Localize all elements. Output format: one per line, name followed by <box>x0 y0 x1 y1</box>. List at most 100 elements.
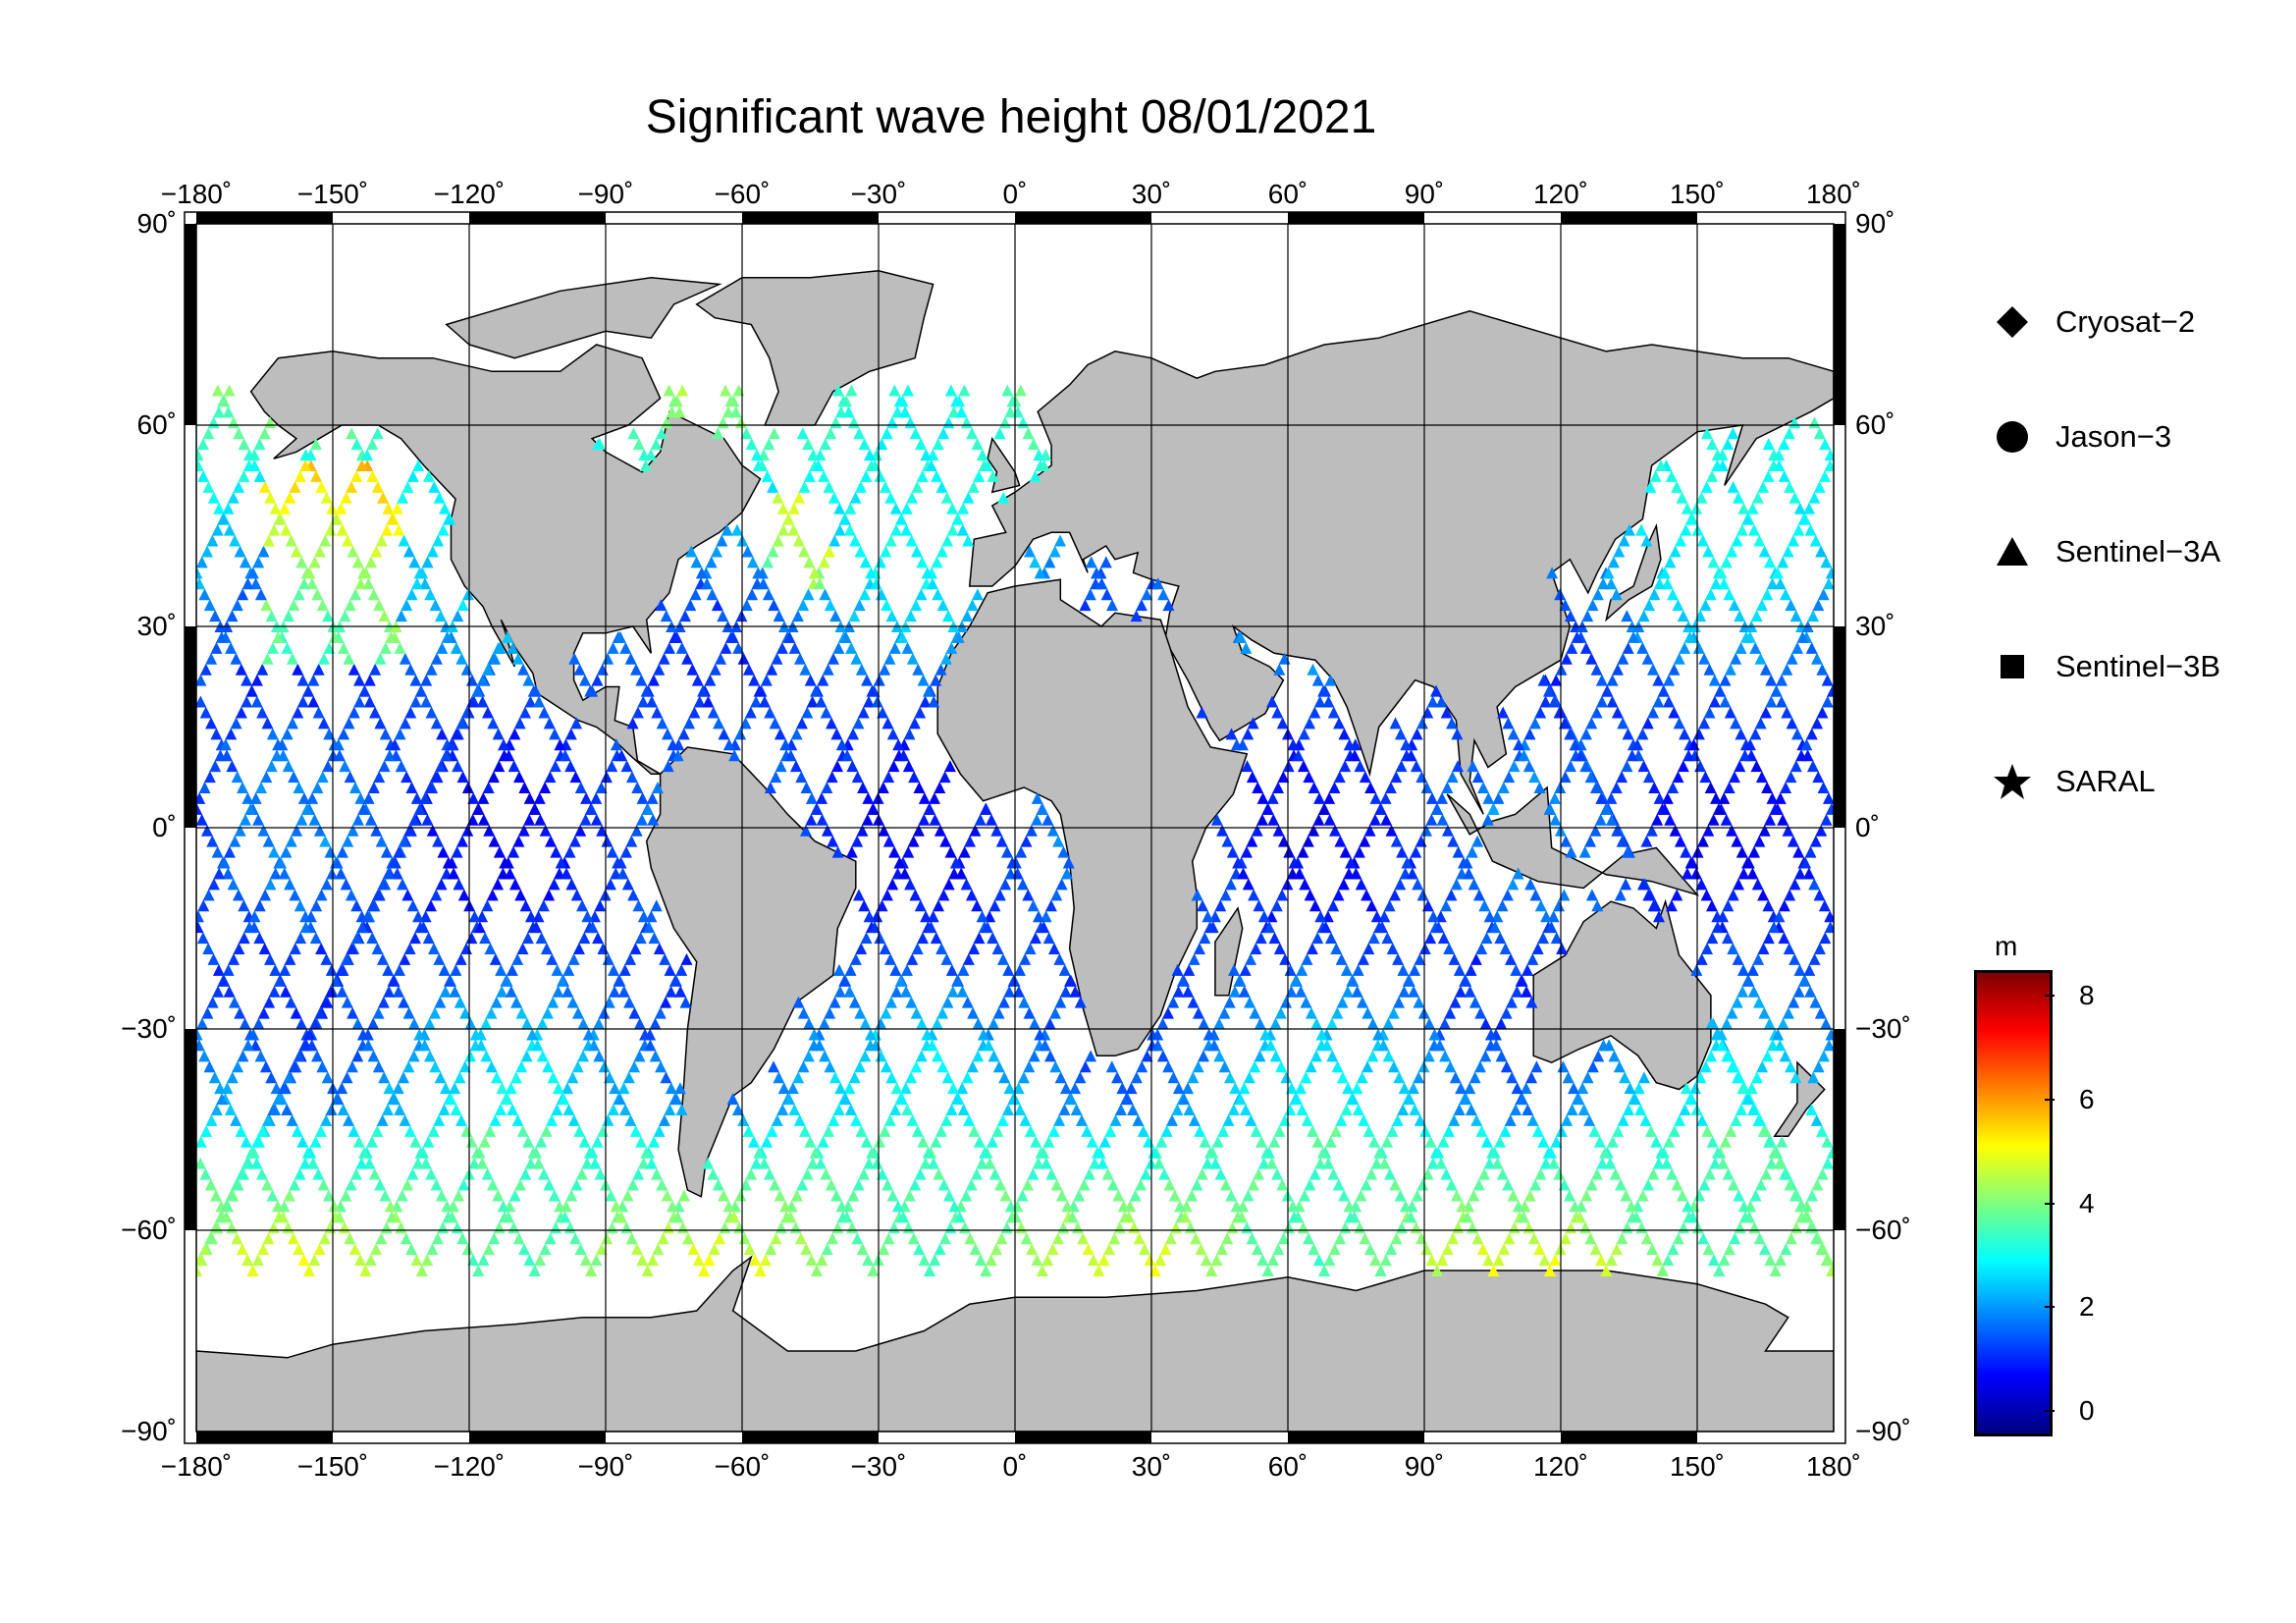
track-point <box>930 1135 942 1148</box>
track-point <box>1046 1243 1059 1256</box>
track-point <box>850 652 863 665</box>
track-point <box>1736 1082 1749 1095</box>
track-point <box>637 695 650 708</box>
track-point <box>315 943 328 954</box>
track-point <box>757 577 770 590</box>
track-point <box>529 802 542 815</box>
track-point <box>624 952 637 965</box>
track-point <box>815 1157 828 1169</box>
track-point <box>450 1104 462 1115</box>
track-point <box>1347 1093 1360 1106</box>
track-point <box>976 910 988 923</box>
track-point <box>858 1167 871 1180</box>
track-point <box>794 652 807 665</box>
track-point <box>1647 663 1660 676</box>
track-point <box>1233 974 1246 987</box>
track-point <box>849 491 862 504</box>
track-point <box>686 663 699 676</box>
track-point <box>352 1135 365 1148</box>
track-point <box>1074 1071 1087 1084</box>
track-point <box>671 1211 684 1223</box>
track-point <box>343 652 355 665</box>
track-point <box>289 1178 301 1191</box>
track-point <box>1259 1028 1272 1041</box>
track-point <box>233 427 245 440</box>
track-point <box>1174 1200 1187 1213</box>
track-point <box>648 1135 661 1148</box>
track-point <box>196 791 206 804</box>
track-point <box>866 684 879 697</box>
track-point <box>1271 782 1284 793</box>
track-point <box>845 845 858 858</box>
track-point <box>322 610 335 622</box>
track-point <box>1046 824 1059 837</box>
track-point <box>481 899 494 912</box>
track-point <box>1664 813 1677 826</box>
track-point <box>740 599 753 612</box>
track-point <box>944 384 957 397</box>
track-point <box>662 728 674 740</box>
colorbar-tick-label: 2 <box>2079 1291 2095 1323</box>
track-point <box>1607 556 1620 568</box>
track-point <box>1814 1006 1827 1019</box>
track-point <box>1435 695 1448 708</box>
track-point <box>537 899 550 912</box>
track-point <box>1737 963 1750 976</box>
track-point <box>369 706 382 719</box>
track-point <box>353 695 366 708</box>
track-point <box>196 1028 203 1041</box>
track-point <box>233 480 245 493</box>
track-point <box>484 1124 497 1137</box>
track-point <box>1693 1189 1706 1202</box>
track-point <box>1191 889 1203 901</box>
track-point <box>900 985 913 998</box>
lon-tick-label: 180˚ <box>1805 1451 1862 1482</box>
track-point <box>202 480 215 493</box>
legend-item-diamond: Cryosat−2 <box>1993 298 2195 347</box>
track-point <box>940 952 953 965</box>
track-point <box>1310 1017 1323 1030</box>
track-point <box>1141 1050 1153 1062</box>
track-point <box>441 1200 454 1213</box>
track-point <box>1784 480 1796 493</box>
track-point <box>637 1157 650 1169</box>
track-point <box>764 706 776 719</box>
track-point <box>1579 728 1592 740</box>
track-point <box>211 523 224 536</box>
track-point <box>196 695 207 708</box>
track-point <box>222 502 235 514</box>
track-point <box>940 491 953 504</box>
track-point <box>1338 1189 1351 1202</box>
track-point <box>708 1243 721 1256</box>
track-point <box>355 1157 368 1169</box>
track-point <box>631 782 644 793</box>
track-point <box>1440 706 1453 719</box>
track-point <box>928 695 940 708</box>
track-point <box>1495 1050 1508 1062</box>
track-point <box>1747 985 1760 998</box>
track-point <box>828 491 840 504</box>
track-point <box>1727 427 1739 440</box>
track-point <box>515 1060 528 1073</box>
track-42 <box>888 384 1331 1276</box>
track-point <box>703 1254 716 1267</box>
track-point <box>522 1135 535 1148</box>
track-point <box>487 1178 500 1191</box>
track-point <box>312 706 325 719</box>
track-point <box>476 695 489 708</box>
track-point <box>394 641 406 654</box>
track-point <box>248 910 261 923</box>
land-madagascar <box>1214 906 1244 997</box>
track-point <box>486 889 499 901</box>
track-point <box>1015 845 1028 858</box>
track-point <box>407 1050 420 1062</box>
track-point <box>1684 513 1697 525</box>
track-point <box>1733 1189 1745 1202</box>
track-point <box>906 491 919 504</box>
track-point <box>1760 1167 1773 1180</box>
star-icon <box>1993 762 2032 801</box>
track-point <box>1636 1189 1649 1202</box>
track-point <box>1385 1243 1398 1256</box>
track-point <box>605 1189 617 1202</box>
track-point <box>913 1243 926 1256</box>
